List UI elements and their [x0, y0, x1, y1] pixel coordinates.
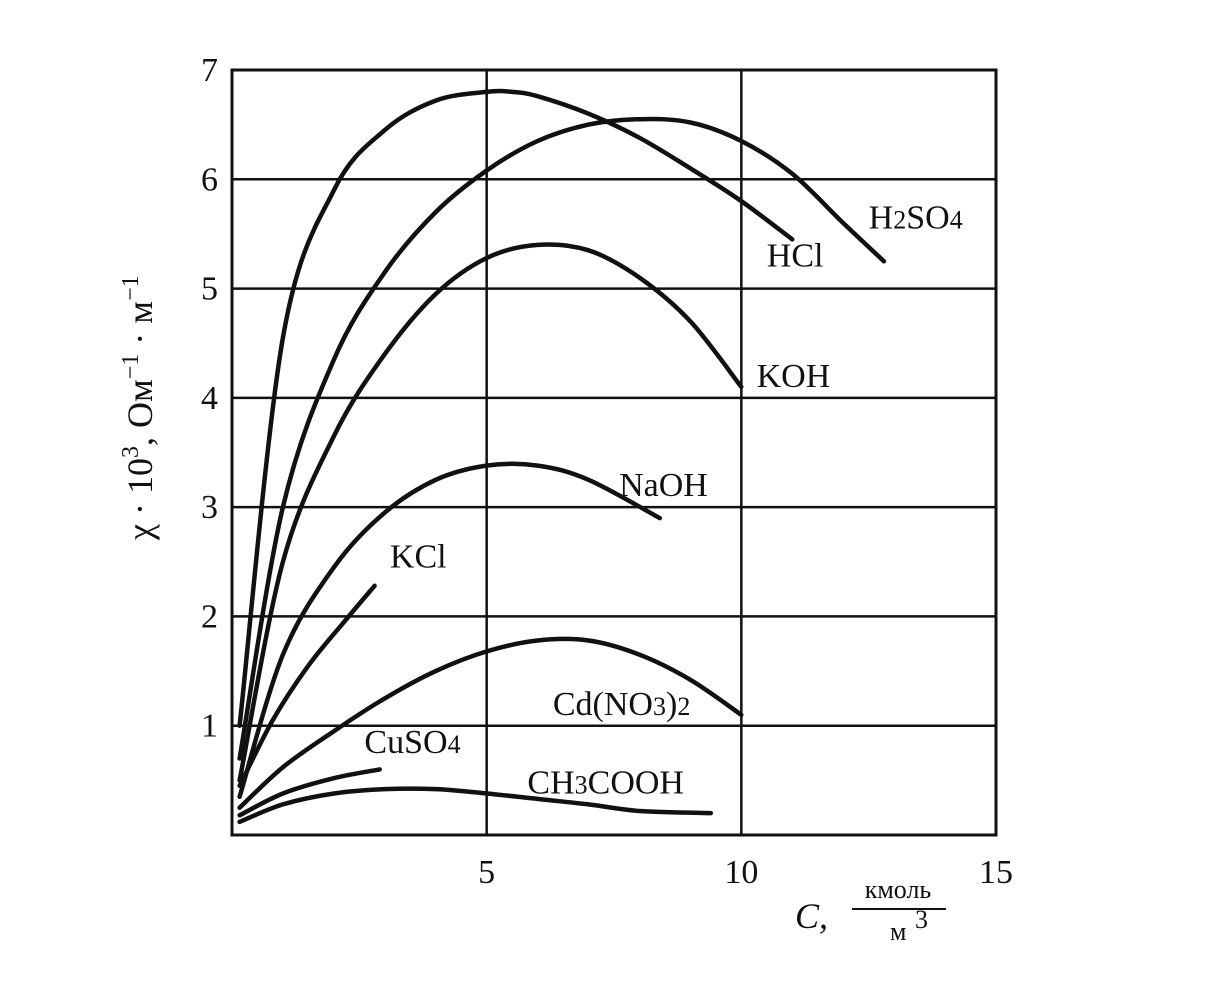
- grid: [232, 70, 996, 835]
- plot-frame: [230, 68, 998, 837]
- x-axis-unit-numerator: кмоль: [865, 875, 932, 904]
- series-label-cd-no3-2: Cd(NO3)2: [553, 686, 690, 723]
- series-curves: [237, 88, 887, 825]
- y-tick-label: 3: [201, 489, 218, 526]
- series-line-cuso4: [237, 767, 382, 818]
- y-tick-label: 2: [201, 598, 218, 635]
- y-tick-label: 4: [201, 380, 218, 417]
- series-line-koh: [237, 242, 744, 783]
- series-line-naoh: [237, 461, 663, 800]
- series-line-h2so4: [237, 116, 887, 761]
- y-axis-power: 3: [118, 446, 144, 458]
- x-tick-label: 10: [724, 854, 758, 891]
- series-label-hcl: HCl: [767, 238, 824, 275]
- y-tick-label: 5: [201, 271, 218, 308]
- series-label-kcl: KCl: [390, 538, 447, 575]
- y-tick-label: 7: [201, 52, 218, 89]
- x-axis-label: C, кмоль м 3: [795, 875, 946, 946]
- series-labels: HCl H2SO4 KOH NaOH KCl Cd(NO3)2 CuSO4 CH3COOH: [364, 199, 962, 801]
- series-label-naoh: NaOH: [619, 467, 708, 504]
- series-line-hcl: [237, 88, 795, 728]
- series-line-kcl: [237, 583, 377, 789]
- x-axis-unit-denominator: м: [890, 917, 906, 946]
- tick-labels: 5 10 15 1 2 3 4 5 6 7: [201, 52, 1013, 891]
- y-axis-unit: , Ом: [120, 379, 160, 446]
- series-line-cd-no3-2: [237, 636, 744, 810]
- series-line-ch3cooh: [237, 786, 714, 825]
- x-tick-label: 5: [478, 854, 495, 891]
- x-tick-label: 15: [979, 854, 1013, 891]
- svg-text:χ · 103, Ом−1 · м−1: χ · 103, Ом−1 · м−1: [118, 275, 160, 541]
- y-tick-label: 1: [201, 708, 218, 745]
- series-label-cuso4: CuSO4: [364, 724, 460, 761]
- y-axis-unit-power: −1: [118, 354, 144, 380]
- y-axis-unit2-power: −1: [118, 275, 144, 301]
- x-axis-symbol: C,: [795, 896, 828, 936]
- y-tick-label: 6: [201, 161, 218, 198]
- x-axis-unit-power: 3: [915, 905, 928, 934]
- series-label-ch3cooh: CH3COOH: [527, 764, 684, 801]
- series-label-h2so4: H2SO4: [869, 199, 963, 236]
- y-axis-unit2: · м: [120, 301, 160, 354]
- series-label-koh: KOH: [757, 358, 831, 395]
- y-axis-symbol: χ · 10: [120, 458, 160, 541]
- y-axis-label: χ · 103, Ом−1 · м−1: [118, 275, 160, 541]
